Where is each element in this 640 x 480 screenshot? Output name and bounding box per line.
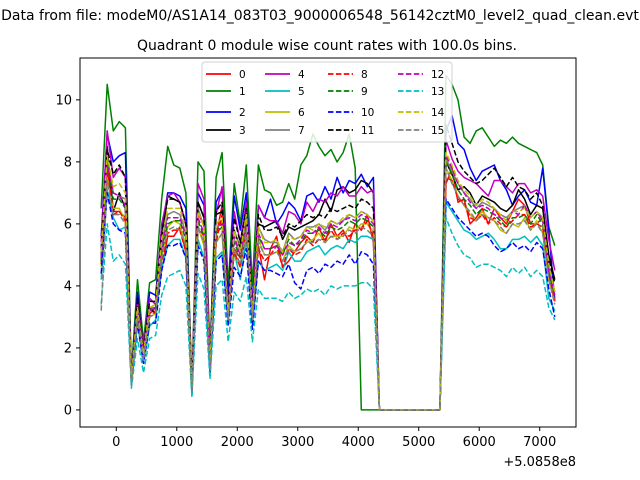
y-tick-label: 8 xyxy=(64,155,72,170)
y-tick-label: 10 xyxy=(55,93,72,108)
legend-label-1: 1 xyxy=(239,86,246,98)
series-layer xyxy=(100,74,556,411)
x-tick-label: 0 xyxy=(112,435,120,450)
series-line-1 xyxy=(100,74,556,411)
series-line-9 xyxy=(100,161,556,411)
legend-label-10: 10 xyxy=(361,107,374,119)
legend-label-8: 8 xyxy=(361,69,368,81)
axes-frame xyxy=(79,57,577,428)
chart-title: Quadrant 0 module wise count rates with … xyxy=(137,38,517,54)
x-tick-label: 6000 xyxy=(463,435,496,450)
legend-label-13: 13 xyxy=(431,86,444,98)
legend-label-14: 14 xyxy=(431,107,445,119)
legend-label-9: 9 xyxy=(361,86,368,98)
x-tick-label: 7000 xyxy=(523,435,556,450)
y-tick-label: 2 xyxy=(64,341,72,356)
x-offset-label: +5.0858e8 xyxy=(503,455,576,470)
legend-label-4: 4 xyxy=(298,69,305,81)
legend-frame xyxy=(201,61,453,143)
legend-label-7: 7 xyxy=(298,125,305,137)
legend-label-0: 0 xyxy=(239,69,246,81)
series-line-14 xyxy=(100,151,556,411)
series-line-4 xyxy=(100,130,556,411)
legend-label-3: 3 xyxy=(239,125,246,137)
series-line-0 xyxy=(100,164,556,411)
series-line-11 xyxy=(100,123,556,411)
legend-label-12: 12 xyxy=(431,69,444,81)
series-line-12 xyxy=(100,154,556,411)
y-tick-label: 4 xyxy=(64,279,72,294)
figure-suptitle: Data from file: modeM0/AS1A14_083T03_900… xyxy=(1,8,639,24)
x-tick-label: 5000 xyxy=(402,435,435,450)
legend-label-2: 2 xyxy=(239,107,246,119)
legend-label-15: 15 xyxy=(431,125,444,137)
x-tick-label: 2000 xyxy=(221,435,254,450)
y-tick-label: 6 xyxy=(64,217,72,232)
x-tick-label: 3000 xyxy=(281,435,314,450)
series-line-2 xyxy=(100,114,556,411)
ticks-layer: 0 1000 2000 3000 4000 5000 6000 7000 0 2 4 6 8 10 xyxy=(55,93,556,450)
x-tick-label: 4000 xyxy=(342,435,375,450)
x-tick-label: 1000 xyxy=(160,435,193,450)
series-line-5 xyxy=(100,189,556,411)
y-tick-label: 0 xyxy=(64,403,72,418)
legend-label-6: 6 xyxy=(298,107,305,119)
series-line-13 xyxy=(100,216,556,411)
series-line-3 xyxy=(100,145,556,411)
series-line-15 xyxy=(100,167,556,411)
series-line-7 xyxy=(100,154,556,411)
legend-label-11: 11 xyxy=(361,125,374,137)
series-line-6 xyxy=(100,167,556,411)
series-line-10 xyxy=(100,192,556,411)
legend-label-5: 5 xyxy=(298,86,305,98)
